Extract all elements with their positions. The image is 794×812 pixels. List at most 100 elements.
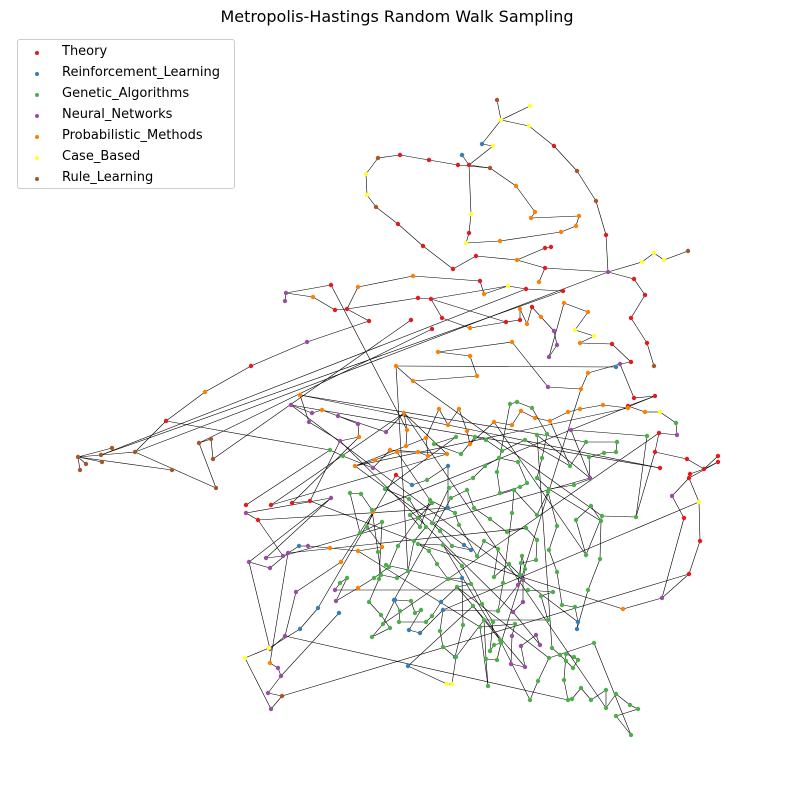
graph-edge	[395, 365, 414, 382]
graph-node	[583, 439, 589, 445]
graph-node	[685, 248, 691, 254]
graph-node	[554, 523, 560, 529]
graph-node	[642, 292, 648, 298]
graph-node	[279, 693, 285, 699]
graph-edge	[397, 223, 424, 247]
graph-node	[366, 599, 372, 605]
graph-node	[468, 547, 474, 553]
graph-edge	[485, 439, 503, 452]
graph-node	[383, 429, 389, 435]
graph-edge	[548, 525, 558, 551]
graph-edge	[354, 465, 465, 546]
legend-item-case-based: Case_Based	[18, 147, 234, 167]
graph-node	[513, 183, 519, 189]
graph-node	[394, 575, 400, 581]
graph-node	[446, 485, 452, 491]
graph-node	[487, 165, 493, 171]
graph-edge	[371, 623, 384, 638]
graph-node	[401, 410, 407, 416]
graph-edge	[580, 687, 592, 701]
graph-node	[415, 515, 421, 521]
graph-node	[715, 453, 721, 459]
graph-edge	[576, 170, 597, 202]
graph-edge	[388, 545, 399, 568]
graph-edge	[489, 167, 517, 187]
graph-node	[464, 428, 470, 434]
graph-node	[289, 500, 295, 506]
graph-node	[426, 548, 432, 554]
graph-edge	[431, 477, 591, 524]
graph-node	[459, 575, 465, 581]
graph-edge	[516, 247, 546, 261]
graph-node	[285, 550, 291, 556]
graph-edge	[419, 609, 444, 634]
graph-node	[481, 617, 487, 623]
graph-edge	[548, 344, 558, 358]
graph-edge	[510, 635, 513, 665]
graph-edge	[671, 495, 685, 519]
graph-edge	[134, 420, 167, 453]
graph-node	[651, 363, 657, 369]
graph-edge	[419, 499, 431, 528]
graph-edge	[499, 639, 531, 701]
graph-node	[674, 432, 680, 438]
graph-edge	[479, 280, 485, 295]
graph-edge	[265, 555, 284, 559]
graph-edge	[412, 275, 481, 282]
graph-node	[481, 291, 487, 297]
graph-edge	[244, 657, 272, 710]
graph-node	[327, 545, 333, 551]
legend-marker	[35, 135, 39, 139]
graph-edge	[493, 421, 587, 556]
graph-edge	[531, 407, 548, 435]
graph-node	[440, 607, 446, 613]
graph-node	[452, 510, 458, 516]
graph-node	[529, 304, 535, 310]
graph-node	[557, 652, 563, 658]
graph-node	[306, 419, 312, 425]
graph-node	[366, 318, 372, 324]
graph-edge	[198, 442, 217, 489]
graph-node	[495, 608, 501, 614]
graph-edge	[429, 499, 456, 514]
graph-node	[275, 665, 281, 671]
legend-label: Rule_Learning	[62, 170, 154, 185]
graph-node	[547, 418, 553, 424]
graph-node	[494, 469, 500, 475]
graph-node	[449, 681, 455, 687]
graph-node	[372, 457, 378, 463]
graph-node	[558, 229, 564, 235]
graph-edge	[165, 420, 331, 451]
graph-edge	[520, 559, 537, 564]
graph-edge	[372, 449, 391, 469]
graph-node	[243, 502, 249, 508]
graph-edge	[458, 524, 478, 557]
graph-edge	[360, 493, 373, 511]
graph-node	[463, 240, 469, 246]
graph-edge	[306, 320, 370, 343]
graph-node	[551, 143, 557, 149]
graph-node	[255, 517, 261, 523]
graph-node	[459, 152, 465, 158]
graph-node	[563, 658, 569, 664]
graph-node	[599, 513, 605, 519]
graph-edge	[368, 601, 382, 616]
graph-edge	[438, 408, 449, 426]
graph-edge	[496, 403, 511, 473]
graph-node	[491, 574, 497, 580]
graph-edge	[630, 317, 648, 344]
graph-edge	[605, 234, 609, 273]
graph-edge	[519, 308, 528, 325]
graph-edge	[412, 380, 603, 517]
graph-edge	[440, 586, 458, 603]
graph-node	[591, 640, 597, 646]
graph-node	[429, 520, 435, 526]
graph-edge	[340, 511, 374, 563]
graph-node	[99, 459, 105, 465]
graph-node	[98, 452, 104, 458]
graph-node	[436, 406, 442, 412]
graph-edge	[703, 455, 719, 470]
graph-edge	[698, 501, 701, 542]
graph-node	[527, 103, 533, 109]
graph-node	[504, 529, 510, 535]
